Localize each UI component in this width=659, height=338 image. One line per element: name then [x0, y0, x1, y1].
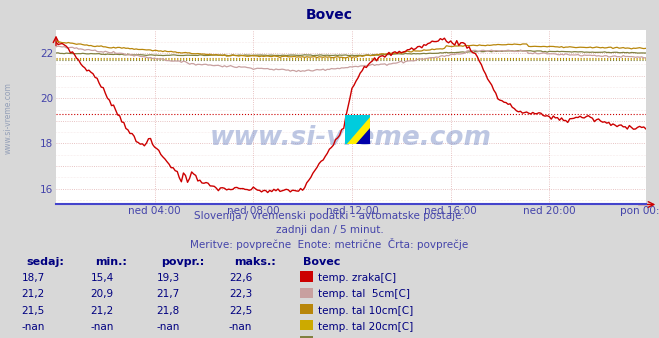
Text: temp. tal 20cm[C]: temp. tal 20cm[C]	[318, 322, 413, 332]
Text: 22,5: 22,5	[229, 306, 252, 316]
Text: zadnji dan / 5 minut.: zadnji dan / 5 minut.	[275, 225, 384, 235]
Text: 19,3: 19,3	[156, 273, 180, 283]
Text: Slovenija / vremenski podatki - avtomatske postaje.: Slovenija / vremenski podatki - avtomats…	[194, 211, 465, 221]
Polygon shape	[345, 115, 370, 144]
Text: 15,4: 15,4	[90, 273, 114, 283]
Text: -nan: -nan	[21, 322, 45, 332]
Text: maks.:: maks.:	[234, 257, 275, 267]
Text: -nan: -nan	[90, 322, 114, 332]
Text: temp. tal  5cm[C]: temp. tal 5cm[C]	[318, 289, 410, 299]
Text: sedaj:: sedaj:	[26, 257, 64, 267]
Text: 21,8: 21,8	[156, 306, 180, 316]
Text: temp. tal 10cm[C]: temp. tal 10cm[C]	[318, 306, 413, 316]
Text: -nan: -nan	[229, 322, 252, 332]
Polygon shape	[357, 128, 370, 144]
Text: 22,3: 22,3	[229, 289, 252, 299]
Text: povpr.:: povpr.:	[161, 257, 205, 267]
Text: Meritve: povprečne  Enote: metrične  Črta: povprečje: Meritve: povprečne Enote: metrične Črta:…	[190, 238, 469, 250]
Text: www.si-vreme.com: www.si-vreme.com	[3, 82, 13, 154]
Text: -nan: -nan	[156, 322, 180, 332]
Text: Bovec: Bovec	[303, 257, 341, 267]
Text: temp. zraka[C]: temp. zraka[C]	[318, 273, 396, 283]
Text: 20,9: 20,9	[90, 289, 114, 299]
Polygon shape	[345, 115, 370, 144]
Text: www.si-vreme.com: www.si-vreme.com	[210, 125, 492, 151]
Text: 21,5: 21,5	[21, 306, 45, 316]
Text: 21,7: 21,7	[156, 289, 180, 299]
Text: 18,7: 18,7	[21, 273, 45, 283]
Text: 21,2: 21,2	[90, 306, 114, 316]
Text: min.:: min.:	[96, 257, 127, 267]
Text: 22,6: 22,6	[229, 273, 252, 283]
Text: Bovec: Bovec	[306, 8, 353, 22]
Text: 21,2: 21,2	[21, 289, 45, 299]
